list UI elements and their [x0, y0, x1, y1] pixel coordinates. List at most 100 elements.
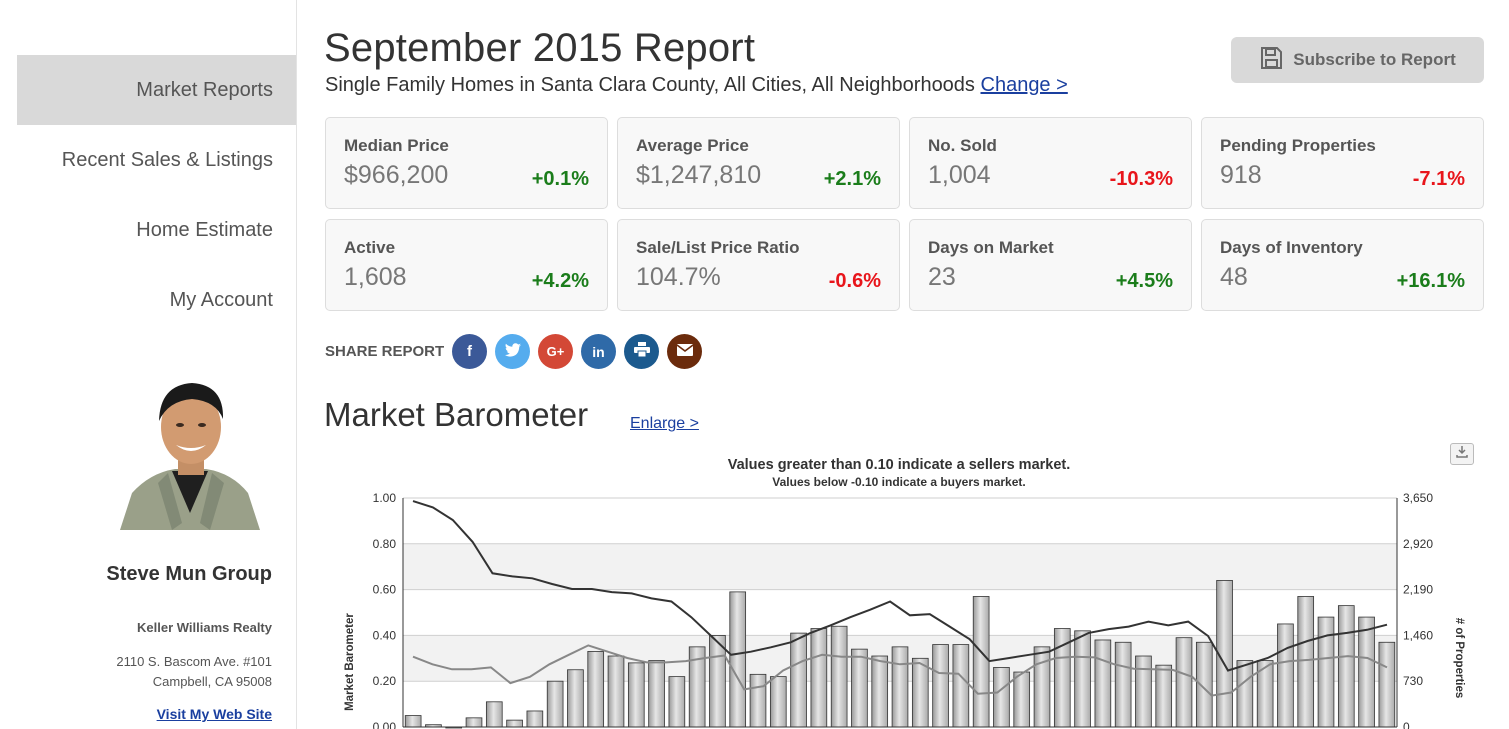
plot-band: [403, 635, 1397, 682]
print-button[interactable]: [624, 334, 659, 369]
chart-bar: [627, 662, 645, 728]
printer-icon: [633, 342, 650, 361]
agent-address-line1: 2110 S. Bascom Ave. #101: [116, 654, 272, 669]
chart-bar: [709, 635, 726, 728]
chart-bar: [1135, 655, 1152, 728]
plot-band: [403, 589, 1397, 636]
page-title: September 2015 Report: [324, 26, 756, 70]
chart-bar: [871, 655, 889, 728]
stat-label: Active: [344, 238, 396, 257]
plot-band: [403, 681, 1397, 727]
chart-bar: [465, 717, 483, 728]
chart-bar: [810, 628, 828, 728]
chart-bar: [1053, 628, 1071, 728]
subscribe-button[interactable]: Subscribe to Report: [1231, 37, 1484, 83]
google-plus-share-button[interactable]: G+: [538, 334, 573, 369]
chart-bar: [790, 632, 807, 728]
sidebar-item-market-reports[interactable]: Market Reports: [17, 55, 296, 125]
y2-tick-label: 1,460: [1403, 628, 1433, 642]
chart-bar: [1277, 623, 1294, 728]
stat-card-sale-list-ratio: Sale/List Price Ratio 104.7% -0.6%: [617, 219, 900, 311]
stat-change: +2.1%: [823, 168, 881, 190]
chart-bar: [1033, 646, 1051, 728]
stat-label: Days on Market: [928, 238, 1054, 257]
chart-bar: [830, 625, 848, 728]
y-tick-label: 0.60: [373, 583, 397, 597]
stat-label: Median Price: [344, 136, 449, 155]
share-report-label: SHARE REPORT: [325, 343, 445, 360]
y-axis-label: Market Barometer: [344, 613, 356, 711]
email-share-button[interactable]: [667, 334, 702, 369]
y2-tick-label: 730: [1403, 674, 1423, 688]
y-tick-label: 0.20: [373, 674, 397, 688]
stat-change: -7.1%: [1412, 168, 1465, 190]
visit-website-link[interactable]: Visit My Web Site: [156, 706, 272, 722]
chart-bar: [668, 676, 686, 728]
plot-band: [403, 498, 1397, 544]
series-line: [412, 644, 1388, 697]
twitter-share-button[interactable]: [495, 334, 530, 369]
y-tick-label: 0.00: [373, 720, 397, 729]
stat-change: -10.3%: [1109, 168, 1173, 190]
chart-bar: [1358, 616, 1375, 728]
chart-bar: [1337, 605, 1355, 728]
chart-bar: [932, 644, 949, 728]
chart-bar: [1297, 596, 1315, 728]
chart-bar: [1236, 660, 1254, 728]
chart-bar: [688, 646, 706, 728]
chart-bar: [607, 655, 625, 728]
facebook-icon: f: [467, 343, 472, 360]
chart-bar: [1074, 630, 1091, 728]
stat-card-average-price: Average Price $1,247,810 +2.1%: [617, 117, 900, 209]
chart-bar: [993, 667, 1010, 728]
y-tick-label: 1.00: [373, 491, 397, 505]
stat-change: +4.5%: [1115, 270, 1173, 292]
stat-card-median-price: Median Price $966,200 +0.1%: [325, 117, 608, 209]
stat-value: $966,200: [344, 161, 449, 189]
linkedin-icon: in: [592, 343, 605, 360]
stat-card-no-sold: No. Sold 1,004 -10.3%: [909, 117, 1192, 209]
envelope-icon: [676, 343, 693, 360]
y-tick-label: 0.80: [373, 537, 397, 551]
stat-value: 104.7%: [636, 263, 721, 291]
chart-bar: [506, 719, 523, 728]
stat-value: 23: [928, 263, 956, 291]
stat-value: 1,608: [344, 263, 407, 291]
agent-address-line2: Campbell, CA 95008: [152, 674, 272, 689]
market-barometer-title: Market Barometer: [324, 396, 589, 433]
chart-bar: [1317, 616, 1335, 728]
chart-bar: [445, 726, 463, 729]
chart-bar: [1114, 641, 1132, 728]
sidebar-item-home-estimate[interactable]: Home Estimate: [136, 219, 273, 241]
chart-bar: [546, 680, 564, 728]
stat-card-days-on-market: Days on Market 23 +4.5%: [909, 219, 1192, 311]
plot-band: [403, 543, 1397, 590]
chart-bar: [404, 715, 422, 728]
chart-bar: [567, 669, 584, 728]
facebook-share-button[interactable]: f: [452, 334, 487, 369]
chart-bar: [749, 673, 767, 728]
sidebar-item-my-account[interactable]: My Account: [169, 289, 273, 311]
stat-card-pending-properties: Pending Properties 918 -7.1%: [1201, 117, 1484, 209]
report-filter-description: Single Family Homes in Santa Clara Count…: [325, 74, 1068, 97]
change-filter-link[interactable]: Change >: [980, 74, 1068, 96]
chart-bar: [1195, 641, 1213, 728]
chart-title: Values greater than 0.10 indicate a sell…: [728, 457, 1071, 473]
stat-card-days-of-inventory: Days of Inventory 48 +16.1%: [1201, 219, 1484, 311]
stat-change: +0.1%: [531, 168, 589, 190]
report-filter-text: Single Family Homes in Santa Clara Count…: [325, 74, 975, 96]
sidebar-item-recent-sales[interactable]: Recent Sales & Listings: [61, 149, 273, 171]
chart-bar: [851, 648, 868, 728]
chart-bar: [1094, 639, 1112, 728]
stat-value: 48: [1220, 263, 1248, 291]
y2-tick-label: 0: [1403, 720, 1410, 729]
chart-export-button[interactable]: [1450, 443, 1474, 465]
y2-tick-label: 2,920: [1403, 537, 1433, 551]
google-plus-icon: G+: [546, 344, 565, 359]
enlarge-chart-link[interactable]: Enlarge >: [630, 415, 699, 432]
chart-bar: [526, 710, 544, 728]
y2-tick-label: 2,190: [1403, 583, 1433, 597]
chart-bar: [972, 596, 990, 728]
save-icon: [1259, 46, 1283, 75]
linkedin-share-button[interactable]: in: [581, 334, 616, 369]
